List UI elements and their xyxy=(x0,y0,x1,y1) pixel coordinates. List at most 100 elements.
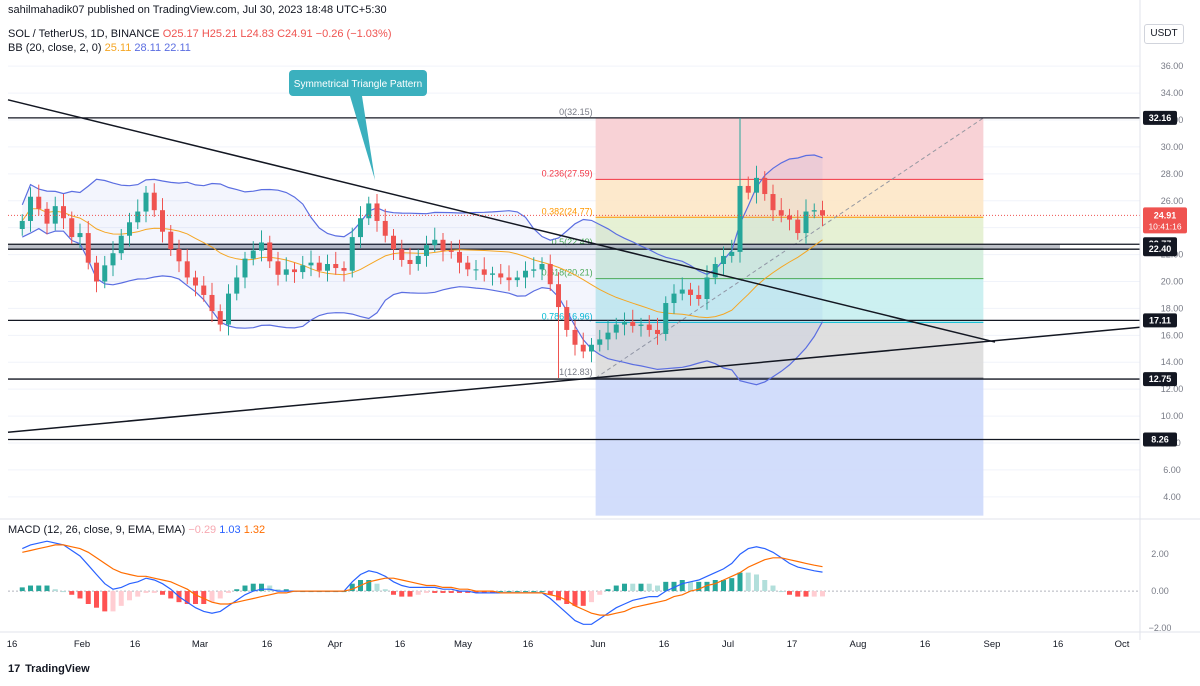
macd-histogram-bar xyxy=(613,585,619,592)
macd-histogram-bar xyxy=(160,591,165,595)
bb-lower-line xyxy=(22,227,824,386)
macd-histogram-bar xyxy=(457,591,462,593)
fib-level-label: 1(12.83) xyxy=(559,367,593,377)
y-tick-label: 36.00 xyxy=(1161,61,1184,71)
candle-body xyxy=(795,219,801,234)
level-price-tag xyxy=(1143,242,1177,257)
macd-histogram-bar xyxy=(762,580,768,592)
x-tick-label: 16 xyxy=(659,639,670,650)
candle-body xyxy=(820,210,825,216)
x-tick-label: Oct xyxy=(1115,639,1130,650)
macd-histogram-bar xyxy=(737,572,743,592)
macd-histogram-bar xyxy=(432,591,438,593)
x-tick-label: Aug xyxy=(850,639,867,650)
macd-histogram-bar xyxy=(283,589,289,592)
level-price-tag xyxy=(1143,372,1177,387)
candle-body xyxy=(118,235,124,254)
macd-histogram-bar xyxy=(259,583,264,592)
fib-zone xyxy=(595,278,984,323)
candle-body xyxy=(811,210,817,212)
y-tick-label: 26.00 xyxy=(1161,196,1184,206)
macd-histogram-bar xyxy=(638,583,644,592)
macd-histogram-bar xyxy=(201,591,207,604)
fib-level-label: 0(32.15) xyxy=(559,107,593,117)
x-tick-label: 16 xyxy=(523,639,534,650)
candle-body xyxy=(102,265,108,282)
symbol-low: L24.83 xyxy=(240,28,275,40)
macd-histogram-bar xyxy=(795,591,801,597)
x-tick-label: Sep xyxy=(984,639,1001,650)
y-tick-label: 16.00 xyxy=(1161,330,1184,340)
annotation-box xyxy=(289,70,427,96)
currency-button[interactable]: USDT xyxy=(1144,24,1184,44)
candle-body xyxy=(267,242,273,262)
candle-body xyxy=(374,203,380,221)
x-tick-label: 16 xyxy=(1053,639,1064,650)
x-tick-label: 16 xyxy=(262,639,273,650)
fib-level-label: 0.236(27.59) xyxy=(542,168,593,178)
x-tick-label: Mar xyxy=(192,639,208,650)
macd-histogram-bar xyxy=(580,591,586,606)
last-price-tag xyxy=(1143,207,1187,234)
x-tick-label: 16 xyxy=(130,639,141,650)
tradingview-logo[interactable]: 17 TradingView xyxy=(8,663,90,675)
macd-histogram-bar xyxy=(52,589,58,592)
macd-histogram-bar xyxy=(473,591,479,593)
symbol-change: −0.26 (−1.03%) xyxy=(315,28,392,40)
macd-histogram-bar xyxy=(490,591,495,593)
bb-legend[interactable]: BB (20, close, 2, 0) 25.11 28.11 22.11 xyxy=(8,42,191,54)
macd-histogram-bar xyxy=(102,591,108,612)
candle-body xyxy=(209,294,215,312)
level-price-label: 8.26 xyxy=(1151,434,1169,444)
candle-body xyxy=(514,277,520,281)
fib-level-label: 0.5(22.49) xyxy=(552,237,593,247)
macd-histogram-bar xyxy=(184,591,190,604)
candle-body xyxy=(498,273,504,278)
macd-histogram-bar xyxy=(234,589,240,592)
candle-body xyxy=(457,251,462,263)
candle-body xyxy=(85,233,91,263)
macd-histogram-bar xyxy=(250,583,256,592)
candle-body xyxy=(151,192,157,211)
macd-histogram-bar xyxy=(127,591,132,601)
macd-histogram-bar xyxy=(151,591,157,593)
y-tick-label: 6.00 xyxy=(1163,465,1181,475)
candle-body xyxy=(366,203,372,219)
bb-lower-value: 22.11 xyxy=(164,42,191,54)
macd-histogram-bar xyxy=(407,591,413,597)
x-tick-label: 17 xyxy=(787,639,798,650)
macd-histogram-bar xyxy=(19,587,25,592)
macd-histogram-bar xyxy=(275,589,281,592)
symbol-legend[interactable]: SOL / TetherUS, 1D, BINANCE O25.17 H25.2… xyxy=(8,28,392,40)
macd-histogram-bar xyxy=(770,585,776,592)
macd-value: 1.03 xyxy=(219,524,241,536)
symbol-name: SOL / TetherUS, 1D, BINANCE xyxy=(8,28,160,40)
x-tick-label: Feb xyxy=(74,639,90,650)
macd-histogram-bar xyxy=(646,583,652,592)
candle-body xyxy=(448,250,454,252)
candle-body xyxy=(292,269,297,273)
macd-histogram-bar xyxy=(589,591,594,603)
candle-body xyxy=(679,289,685,294)
macd-signal-line xyxy=(22,544,823,616)
macd-legend[interactable]: MACD (12, 26, close, 9, EMA, EMA) −0.29 … xyxy=(8,524,265,536)
macd-hist-value: −0.29 xyxy=(188,524,217,536)
candle-body xyxy=(325,264,330,271)
candle-body xyxy=(201,285,207,295)
macd-histogram-bar xyxy=(671,581,677,592)
bb-upper-value: 28.11 xyxy=(134,42,162,54)
candle-body xyxy=(564,307,570,330)
price-scale-bg xyxy=(1140,0,1200,681)
candle-body xyxy=(250,250,256,259)
macd-histogram-bar xyxy=(61,591,66,593)
macd-histogram-bar xyxy=(399,591,405,597)
candle-body xyxy=(506,277,512,281)
macd-histogram-bar xyxy=(754,574,759,592)
candle-body xyxy=(572,329,578,345)
candle-body xyxy=(300,265,306,273)
x-tick-label: Jun xyxy=(590,639,605,650)
candle-body xyxy=(432,239,438,246)
symbol-open: O25.17 xyxy=(162,28,199,40)
candle-body xyxy=(242,258,248,278)
